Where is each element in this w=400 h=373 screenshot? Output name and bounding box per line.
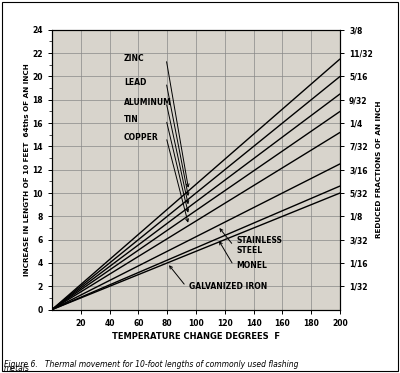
Text: MONEL: MONEL xyxy=(236,261,267,270)
Text: TIN: TIN xyxy=(124,115,139,124)
Y-axis label: INCREASE IN LENGTH OF 10 FEET  64ths OF AN INCH: INCREASE IN LENGTH OF 10 FEET 64ths OF A… xyxy=(24,63,30,276)
Text: ZINC: ZINC xyxy=(124,54,145,63)
Text: Figure 6.   Thermal movement for 10-foot lengths of commonly used flashing: Figure 6. Thermal movement for 10-foot l… xyxy=(4,360,298,369)
Y-axis label: REDUCED FRACTIONS OF AN INCH: REDUCED FRACTIONS OF AN INCH xyxy=(376,101,382,238)
X-axis label: TEMPERATURE CHANGE DEGREES  F: TEMPERATURE CHANGE DEGREES F xyxy=(112,332,280,341)
Text: COPPER: COPPER xyxy=(124,132,159,142)
Text: STAINLESS
STEEL: STAINLESS STEEL xyxy=(236,236,282,255)
Text: metals: metals xyxy=(4,364,30,373)
Text: GALVANIZED IRON: GALVANIZED IRON xyxy=(189,282,267,291)
Text: LEAD: LEAD xyxy=(124,78,146,87)
Text: ALUMINUM: ALUMINUM xyxy=(124,98,172,107)
